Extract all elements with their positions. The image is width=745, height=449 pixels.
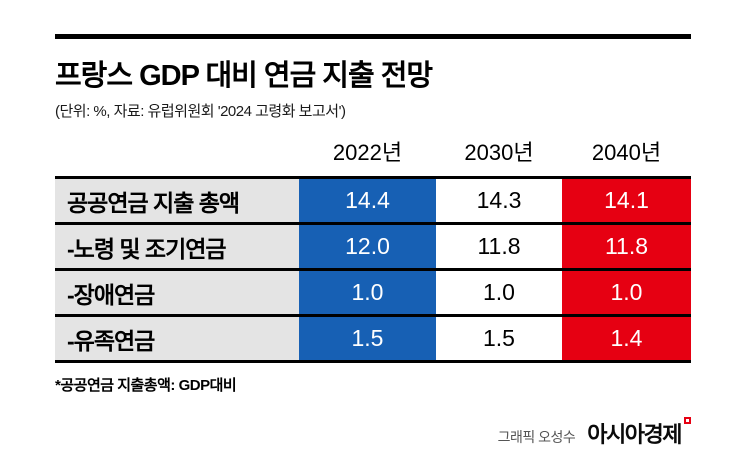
corner-cell [55,131,299,179]
subtitle: (단위: %, 자료: 유럽위원회 '2024 고령화 보고서') [55,103,346,120]
pension-table: 2022년 2030년 2040년 공공연금 지출 총액 14.4 14.3 1… [55,131,691,363]
column-header-2030: 2030년 [436,131,562,179]
logo-mark-icon [684,417,691,424]
top-rule [55,34,691,39]
table-row: -장애연금 1.0 1.0 1.0 [55,269,691,317]
infographic-page: 프랑스 GDP 대비 연금 지출 전망 (단위: %, 자료: 유럽위원회 '2… [55,34,691,449]
table-header-row: 2022년 2030년 2040년 [55,131,691,179]
row-label-disability: -장애연금 [55,269,299,317]
value-oldage-2022: 12.0 [299,223,436,271]
row-label-oldage: -노령 및 조기연금 [55,223,299,271]
value-oldage-2030: 11.8 [436,223,562,271]
value-total-2022: 14.4 [299,177,436,225]
table-row: 공공연금 지출 총액 14.4 14.3 14.1 [55,177,691,225]
value-oldage-2040: 11.8 [562,223,691,271]
credit-row: 그래픽 오성수 아시아경제 [55,417,691,449]
column-header-2040: 2040년 [562,131,691,179]
row-label-total: 공공연금 지출 총액 [55,177,299,225]
value-survivor-2030: 1.5 [436,315,562,363]
table-row: -유족연금 1.5 1.5 1.4 [55,315,691,363]
value-survivor-2022: 1.5 [299,315,436,363]
value-survivor-2040: 1.4 [562,315,691,363]
publisher-logo: 아시아경제 [587,417,691,449]
value-disability-2030: 1.0 [436,269,562,317]
table-row: -노령 및 조기연금 12.0 11.8 11.8 [55,223,691,271]
row-label-survivor: -유족연금 [55,315,299,363]
value-total-2030: 14.3 [436,177,562,225]
footnote: *공공연금 지출총액: GDP대비 [55,377,237,394]
page-title: 프랑스 GDP 대비 연금 지출 전망 [55,60,433,92]
value-total-2040: 14.1 [562,177,691,225]
column-header-2022: 2022년 [299,131,436,179]
publisher-logo-text: 아시아경제 [587,422,682,447]
value-disability-2040: 1.0 [562,269,691,317]
graphic-credit: 그래픽 오성수 [497,429,576,445]
value-disability-2022: 1.0 [299,269,436,317]
